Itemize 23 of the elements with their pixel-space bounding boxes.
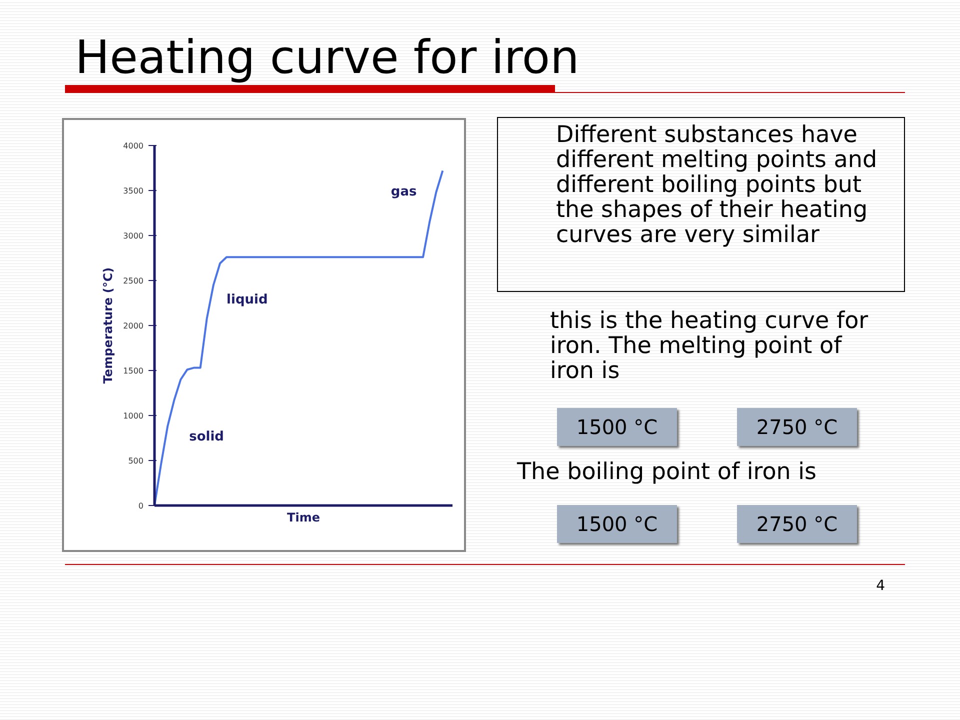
y-tick-label: 1500 [123,366,144,376]
text: 2750 °C [756,510,838,538]
y-axis-title: Temperature (°C) [101,267,116,384]
y-tick-label: 4000 [123,142,144,150]
y-tick-label: 0 [138,502,144,510]
text: Different substances have different melting points and different boiling points but the shapes of their heating curves are very similar [556,122,878,248]
text: 1500 °C [576,414,658,441]
y-tick-label: 3500 [123,186,144,196]
y-tick-label: 3000 [123,232,144,240]
x-axis-title: Time [287,510,320,524]
text: 4 [876,577,885,596]
y-tick-label: 2500 [123,276,144,286]
text: this is the heating curve for iron. The melting point of iron is [550,308,870,384]
chart-title: Heating curve for iron [75,29,580,86]
annotation: solid [189,429,224,444]
text: 2750 °C [756,414,838,441]
text: 1500 °C [576,510,658,538]
annotation: gas [390,184,417,200]
y-tick-label: 1000 [123,412,144,420]
y-tick-label: 500 [128,456,144,466]
text: The boiling point of iron is [517,458,817,487]
annotation: liquid [226,292,268,308]
y-tick-label: 2000 [123,322,144,330]
